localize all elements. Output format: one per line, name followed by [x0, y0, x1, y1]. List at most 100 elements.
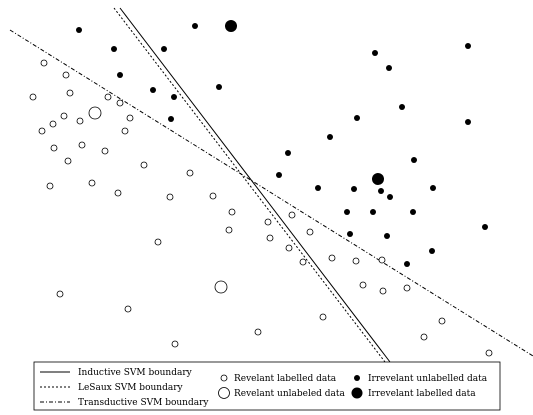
relevant-labelled-point	[76, 117, 84, 125]
legend-irrelevant-labelled-label: Irrevelant labelled data	[368, 389, 476, 399]
relevant-labelled-point	[49, 120, 57, 128]
relevant-labelled-point	[186, 169, 194, 177]
irrelevant-unlabelled-point	[384, 233, 390, 239]
legend-lesaux-label: LeSaux SVM boundary	[78, 383, 184, 393]
relevant-labelled-point	[403, 284, 411, 292]
relevant-labelled-point	[485, 349, 493, 357]
irrelevant-labelled-point	[372, 173, 384, 185]
irrelevant-unlabelled-point	[370, 209, 376, 215]
plot-area	[9, 7, 533, 363]
transductive-svm-boundary	[9, 29, 533, 357]
irrelevant-unlabelled-point	[354, 115, 360, 121]
legend-irrelevant-unlabelled-label: Irrevelant unlabelled data	[368, 374, 488, 384]
legend-transductive-label: Transductive SVM boundary	[78, 398, 209, 408]
legend-box	[33, 361, 501, 411]
irrelevant-unlabelled-point	[372, 50, 378, 56]
relevant-labelled-point	[121, 127, 129, 135]
relevant-labelled-point	[46, 182, 54, 190]
inductive-svm-boundary	[119, 7, 391, 363]
relevant-labelled-point	[166, 193, 174, 201]
relevant-unlabelled-point	[88, 106, 102, 120]
relevant-labelled-point	[29, 93, 37, 101]
relevant-labelled-point	[209, 192, 217, 200]
irrelevant-labelled-point	[225, 20, 237, 32]
relevant-labelled-point	[66, 89, 74, 97]
irrelevant-unlabelled-point	[430, 185, 436, 191]
relevant-labelled-point	[328, 254, 336, 262]
relevant-labelled-point	[40, 59, 48, 67]
irrelevant-unlabelled-point	[150, 87, 156, 93]
legend-irrelevant-labelled-marker	[351, 387, 363, 399]
relevant-labelled-point	[378, 256, 386, 264]
relevant-labelled-point	[101, 147, 109, 155]
relevant-labelled-point	[319, 313, 327, 321]
relevant-labelled-point	[285, 244, 293, 252]
relevant-labelled-point	[140, 161, 148, 169]
irrelevant-unlabelled-point	[76, 27, 82, 33]
relevant-labelled-point	[114, 189, 122, 197]
irrelevant-unlabelled-point	[378, 188, 384, 194]
irrelevant-unlabelled-point	[171, 94, 177, 100]
irrelevant-unlabelled-point	[161, 46, 167, 52]
relevant-labelled-point	[126, 114, 134, 122]
irrelevant-unlabelled-point	[285, 150, 291, 156]
irrelevant-unlabelled-point	[411, 157, 417, 163]
relevant-labelled-point	[420, 333, 428, 341]
relevant-labelled-point	[64, 157, 72, 165]
relevant-labelled-point	[116, 99, 124, 107]
irrelevant-unlabelled-point	[399, 104, 405, 110]
relevant-labelled-point	[56, 290, 64, 298]
relevant-labelled-point	[266, 234, 274, 242]
relevant-unlabelled-point	[214, 280, 228, 294]
relevant-labelled-point	[124, 305, 132, 313]
relevant-labelled-point	[254, 328, 262, 336]
relevant-labelled-point	[288, 211, 296, 219]
relevant-labelled-point	[379, 287, 387, 295]
relevant-labelled-point	[88, 179, 96, 187]
legend: Inductive SVM boundary LeSaux SVM bounda…	[33, 361, 501, 411]
irrelevant-unlabelled-point	[387, 194, 393, 200]
relevant-labelled-point	[306, 228, 314, 236]
legend-relevant-labelled-marker	[220, 374, 228, 382]
irrelevant-unlabelled-point	[404, 261, 410, 267]
irrelevant-unlabelled-point	[347, 231, 353, 237]
relevant-labelled-point	[154, 238, 162, 246]
irrelevant-unlabelled-point	[351, 186, 357, 192]
irrelevant-unlabelled-point	[276, 172, 282, 178]
relevant-labelled-point	[50, 144, 58, 152]
relevant-labelled-point	[225, 226, 233, 234]
legend-relevant-unlabelled-label: Revelant unlabeled data	[234, 389, 346, 399]
relevant-labelled-point	[359, 281, 367, 289]
legend-inductive-label: Inductive SVM boundary	[78, 368, 193, 378]
irrelevant-unlabelled-point	[465, 43, 471, 49]
irrelevant-unlabelled-point	[482, 224, 488, 230]
relevant-labelled-point	[38, 127, 46, 135]
relevant-labelled-point	[171, 340, 179, 348]
irrelevant-unlabelled-point	[111, 46, 117, 52]
relevant-labelled-point	[104, 93, 112, 101]
irrelevant-unlabelled-point	[327, 134, 333, 140]
irrelevant-unlabelled-point	[216, 84, 222, 90]
irrelevant-unlabelled-point	[465, 119, 471, 125]
relevant-labelled-point	[438, 317, 446, 325]
relevant-labelled-point	[62, 71, 70, 79]
irrelevant-unlabelled-point	[117, 72, 123, 78]
relevant-labelled-point	[78, 141, 86, 149]
relevant-labelled-point	[299, 258, 307, 266]
irrelevant-unlabelled-point	[410, 209, 416, 215]
irrelevant-unlabelled-point	[344, 209, 350, 215]
legend-relevant-unlabelled-marker	[218, 387, 230, 399]
relevant-labelled-point	[264, 218, 272, 226]
legend-relevant-labelled-label: Revelant labelled data	[234, 374, 337, 384]
irrelevant-unlabelled-point	[386, 65, 392, 71]
relevant-labelled-point	[228, 208, 236, 216]
lesaux-svm-boundary	[113, 7, 386, 363]
irrelevant-unlabelled-point	[315, 185, 321, 191]
irrelevant-unlabelled-point	[429, 248, 435, 254]
irrelevant-unlabelled-point	[168, 116, 174, 122]
relevant-labelled-point	[60, 112, 68, 120]
legend-irrelevant-unlabelled-marker	[354, 375, 360, 381]
irrelevant-unlabelled-point	[192, 23, 198, 29]
relevant-labelled-point	[352, 257, 360, 265]
